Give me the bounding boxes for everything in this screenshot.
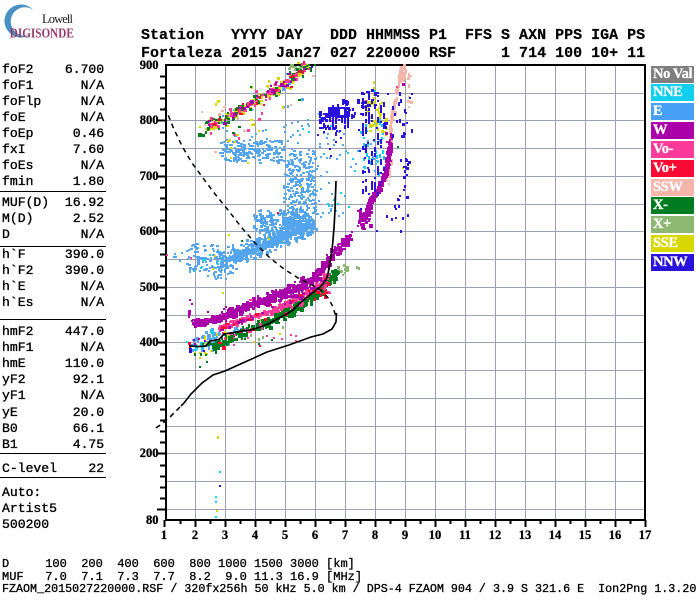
svg-text:80: 80 xyxy=(146,513,159,527)
svg-text:3: 3 xyxy=(222,528,228,542)
svg-text:400: 400 xyxy=(140,335,159,349)
svg-text:1: 1 xyxy=(161,528,167,542)
svg-text:5: 5 xyxy=(282,528,288,542)
svg-text:14: 14 xyxy=(549,528,562,542)
svg-text:600: 600 xyxy=(140,224,159,238)
svg-text:7: 7 xyxy=(342,528,348,542)
svg-text:DIGISONDE: DIGISONDE xyxy=(10,27,74,42)
svg-text:200: 200 xyxy=(140,446,159,460)
svg-text:15: 15 xyxy=(579,528,592,542)
svg-text:17: 17 xyxy=(639,528,652,542)
svg-text:13: 13 xyxy=(519,528,532,542)
svg-text:500: 500 xyxy=(140,280,159,294)
svg-text:11: 11 xyxy=(459,528,471,542)
svg-text:12: 12 xyxy=(489,528,502,542)
svg-text:2: 2 xyxy=(192,528,198,542)
svg-text:900: 900 xyxy=(140,58,159,72)
svg-text:9: 9 xyxy=(402,528,408,542)
svg-text:700: 700 xyxy=(140,169,159,183)
svg-text:300: 300 xyxy=(140,391,159,405)
svg-text:800: 800 xyxy=(140,113,159,127)
svg-text:6: 6 xyxy=(312,528,318,542)
svg-text:10: 10 xyxy=(429,528,442,542)
svg-text:Lowell: Lowell xyxy=(42,12,74,26)
svg-text:4: 4 xyxy=(252,528,259,542)
svg-text:8: 8 xyxy=(372,528,378,542)
svg-text:16: 16 xyxy=(609,528,622,542)
